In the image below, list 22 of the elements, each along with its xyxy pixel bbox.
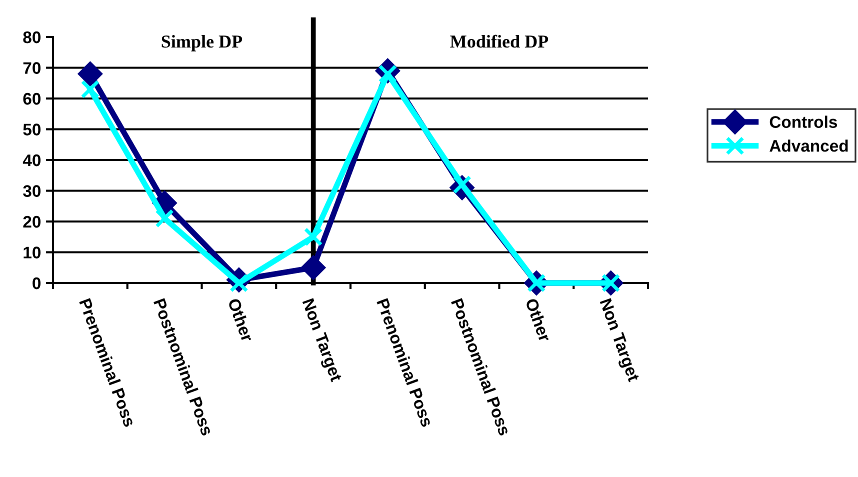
y-tick-label: 0 bbox=[32, 277, 41, 290]
annotation: Simple DP bbox=[162, 34, 242, 52]
y-tick-label: 80 bbox=[23, 31, 41, 44]
annotation: Modified DP bbox=[450, 34, 548, 48]
point bbox=[155, 209, 174, 228]
y-tick-label: 10 bbox=[24, 246, 41, 258]
y-tick-label: 40 bbox=[22, 154, 41, 166]
point bbox=[78, 61, 103, 86]
point bbox=[304, 228, 323, 246]
y-tick-label: 20 bbox=[23, 216, 41, 228]
legend-label: Controls bbox=[770, 116, 837, 128]
point bbox=[80, 80, 100, 99]
y-tick-label: 70 bbox=[23, 62, 41, 74]
x-tick-label: Other bbox=[525, 298, 552, 343]
y-tick-label: 30 bbox=[23, 185, 41, 197]
y-tick-label: 50 bbox=[23, 124, 41, 136]
legend-label: Advanced bbox=[770, 140, 848, 152]
x-tick-label: Non Target bbox=[299, 298, 342, 384]
x-tick-label: Non Target bbox=[596, 298, 640, 384]
point bbox=[300, 255, 326, 280]
x-tick-label: Other bbox=[228, 298, 254, 343]
y-tick-label: 60 bbox=[23, 92, 41, 105]
